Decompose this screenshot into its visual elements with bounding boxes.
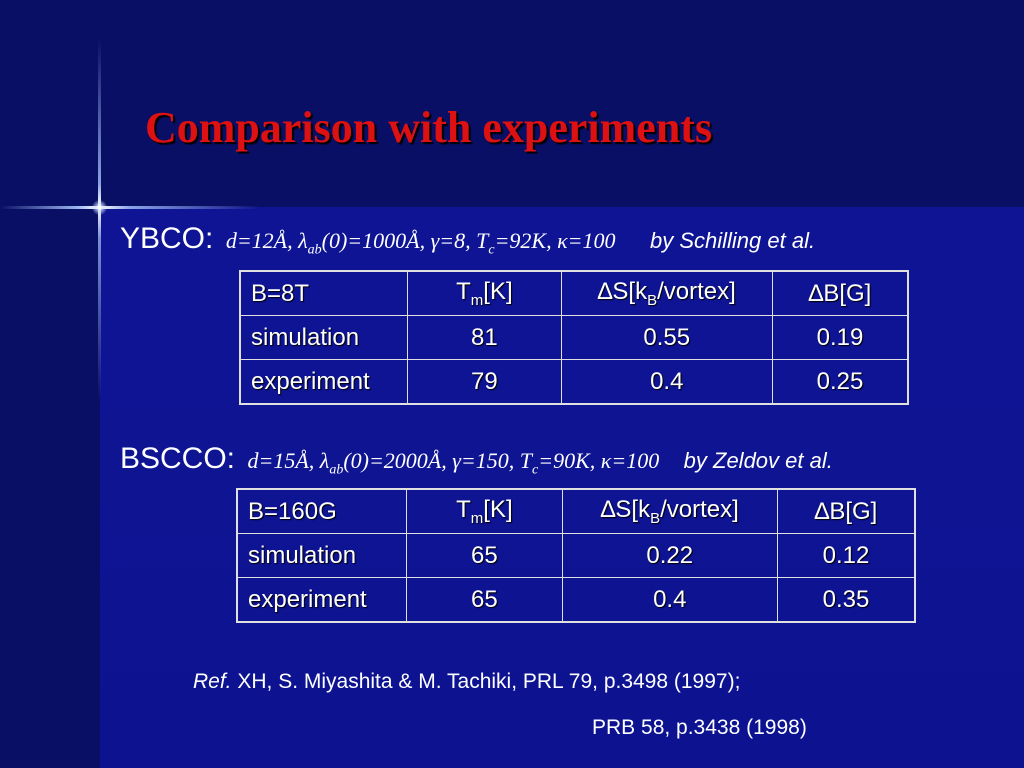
- cell-field-jump: 0.35: [776, 577, 916, 623]
- cell-tm: 79: [407, 359, 562, 405]
- slide-title: Comparison with experiments: [145, 103, 713, 152]
- bscco-params: d=15Å, λab(0)=2000Å, γ=150, Tc=90K, κ=10…: [247, 448, 660, 478]
- ybco-line: YBCO: d=12Å, λab(0)=1000Å, γ=8, Tc=92K, …: [120, 222, 815, 258]
- header-entropy: ∆S[kB/vortex]: [560, 270, 773, 316]
- ybco-label: YBCO:: [120, 222, 214, 255]
- table-row: experiment 79 0.4 0.25: [239, 359, 909, 405]
- row-label: simulation: [236, 533, 408, 578]
- light-flare-horizontal: [0, 206, 260, 209]
- cell-field-jump: 0.25: [771, 359, 909, 405]
- bscco-table: B=160G Tm[K] ∆S[kB/vortex] ∆B[G] simulat…: [236, 488, 916, 623]
- light-flare-vertical: [98, 40, 101, 400]
- ybco-source: by Schilling et al.: [649, 228, 816, 253]
- ybco-params: d=12Å, λab(0)=1000Å, γ=8, Tc=92K, κ=100: [225, 228, 616, 258]
- table-row: simulation 65 0.22 0.12: [236, 533, 916, 578]
- header-tm: Tm[K]: [406, 488, 563, 534]
- table-header-row: B=8T Tm[K] ∆S[kB/vortex] ∆B[G]: [239, 270, 909, 316]
- reference-line-2: PRB 58, p.3438 (1998): [592, 716, 807, 739]
- light-flare-center: [92, 200, 107, 215]
- cell-entropy: 0.4: [561, 577, 778, 623]
- header-field-jump: ∆B[G]: [771, 270, 909, 316]
- reference-prefix: Ref.: [193, 670, 232, 693]
- header-field: B=160G: [236, 488, 408, 534]
- table-row: experiment 65 0.4 0.35: [236, 577, 916, 623]
- reference-line-1: Ref. XH, S. Miyashita & M. Tachiki, PRL …: [193, 670, 740, 694]
- cell-entropy: 0.55: [560, 315, 773, 360]
- table-header-row: B=160G Tm[K] ∆S[kB/vortex] ∆B[G]: [236, 488, 916, 534]
- header-entropy: ∆S[kB/vortex]: [561, 488, 778, 534]
- row-label: simulation: [239, 315, 409, 360]
- bscco-label: BSCCO:: [120, 442, 236, 475]
- cell-field-jump: 0.12: [776, 533, 916, 578]
- background-left-band: [0, 0, 100, 768]
- cell-entropy: 0.4: [560, 359, 773, 405]
- bscco-line: BSCCO: d=15Å, λab(0)=2000Å, γ=150, Tc=90…: [120, 442, 833, 478]
- header-field-jump: ∆B[G]: [776, 488, 916, 534]
- background-top-band: [0, 0, 1024, 207]
- cell-tm: 65: [406, 533, 563, 578]
- table-row: simulation 81 0.55 0.19: [239, 315, 909, 360]
- row-label: experiment: [236, 577, 408, 623]
- bscco-source: by Zeldov et al.: [683, 448, 833, 473]
- header-tm: Tm[K]: [407, 270, 562, 316]
- reference-text: XH, S. Miyashita & M. Tachiki, PRL 79, p…: [231, 670, 741, 693]
- header-field: B=8T: [239, 270, 409, 316]
- cell-tm: 65: [406, 577, 563, 623]
- row-label: experiment: [239, 359, 409, 405]
- cell-tm: 81: [407, 315, 562, 360]
- ybco-table: B=8T Tm[K] ∆S[kB/vortex] ∆B[G] simulatio…: [239, 270, 909, 405]
- cell-field-jump: 0.19: [771, 315, 909, 360]
- cell-entropy: 0.22: [561, 533, 778, 578]
